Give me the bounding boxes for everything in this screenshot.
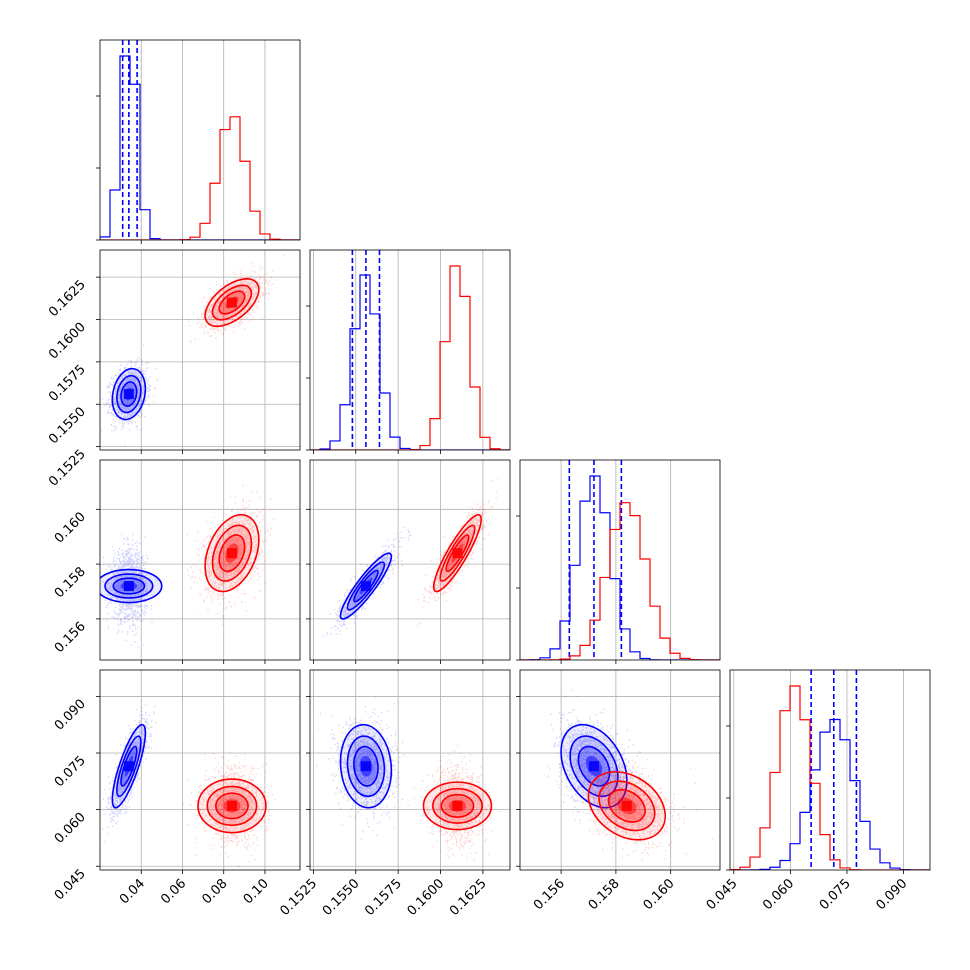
- scatter-panel-2-1: [306, 459, 511, 664]
- y-tick-label: 0.075: [52, 753, 89, 790]
- histogram-series-0: [310, 274, 510, 450]
- histogram-panel-2: [516, 459, 721, 664]
- x-tick-label: 0.10: [241, 876, 272, 907]
- x-tick-label: 0.045: [704, 876, 741, 913]
- x-tick-label: 0.156: [531, 876, 568, 913]
- y-tick-label: 0.1550: [46, 404, 89, 447]
- scatter-panel-1-0: [96, 249, 301, 454]
- x-tick-label: 0.160: [641, 876, 678, 913]
- x-tick-label: 0.08: [199, 876, 230, 907]
- x-tick-label: 0.158: [586, 876, 623, 913]
- histogram-panel-1: [306, 249, 511, 454]
- scatter-panel-3-0: [96, 669, 301, 874]
- y-tick-label: 0.045: [52, 866, 89, 903]
- x-tick-label: 0.04: [117, 876, 148, 907]
- y-tick-label: 0.1575: [46, 362, 89, 405]
- y-tick-label: 0.160: [52, 510, 89, 547]
- x-tick-label: 0.1600: [405, 876, 448, 919]
- x-tick-label: 0.060: [760, 876, 797, 913]
- x-tick-label: 0.1550: [320, 876, 363, 919]
- y-tick-label: 0.060: [52, 810, 89, 847]
- x-tick-label: 0.075: [817, 876, 854, 913]
- histogram-series-0: [730, 718, 930, 870]
- histogram-series-1: [310, 265, 510, 450]
- x-tick-label: 0.1525: [277, 876, 320, 919]
- histogram-series-0: [100, 55, 300, 240]
- histogram-series-1: [100, 116, 300, 240]
- y-tick-label: 0.1625: [46, 277, 89, 320]
- histogram-panel-3: [726, 669, 931, 874]
- x-tick-label: 0.1575: [362, 876, 405, 919]
- x-tick-label: 0.06: [158, 876, 189, 907]
- y-tick-label: 0.156: [52, 619, 89, 656]
- scatter-panel-3-1: [306, 669, 511, 874]
- x-tick-label: 0.090: [873, 876, 910, 913]
- y-tick-label: 0.1600: [46, 320, 89, 363]
- x-tick-label: 0.1625: [447, 876, 490, 919]
- histogram-series-1: [730, 685, 930, 870]
- histogram-panel-0: [96, 39, 301, 244]
- y-tick-label: 0.090: [52, 697, 89, 734]
- scatter-panel-2-0: [96, 459, 301, 664]
- scatter-panel-3-2: [516, 669, 721, 874]
- y-tick-label: 0.1525: [46, 447, 89, 490]
- y-tick-label: 0.158: [52, 564, 89, 601]
